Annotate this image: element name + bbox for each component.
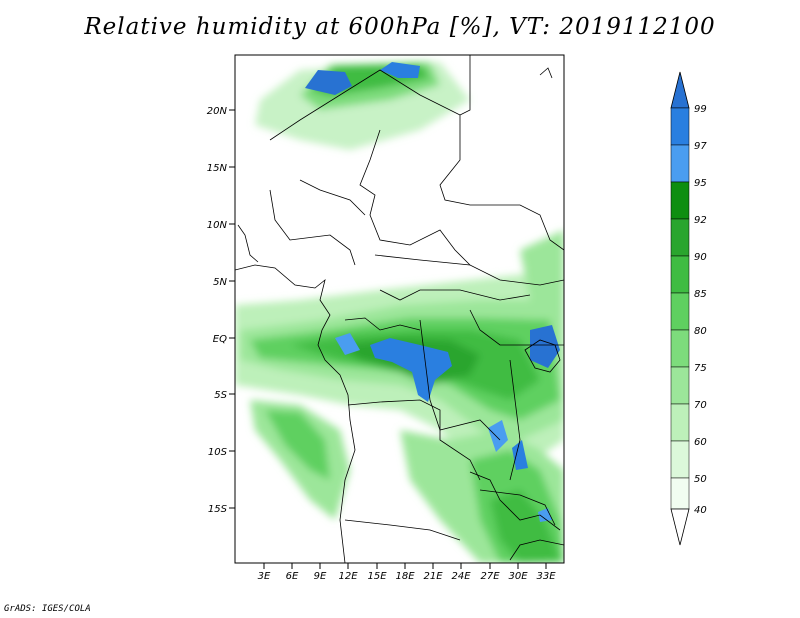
colorbar-segment <box>670 477 690 510</box>
colorbar-segment <box>670 366 690 405</box>
colorbar-label: 40 <box>694 505 707 516</box>
colorbar-segment <box>670 181 690 220</box>
lon-label: 27E <box>480 571 500 582</box>
colorbar-segment <box>670 218 690 257</box>
axis-ticks <box>229 109 547 569</box>
lon-label: 30E <box>508 571 528 582</box>
humidity-field <box>235 55 564 563</box>
colorbar-label: 75 <box>694 363 707 374</box>
lon-label: 21E <box>423 571 443 582</box>
lon-label: 3E <box>258 571 271 582</box>
map-title: Relative humidity at 600hPa [%], VT: 201… <box>84 14 716 40</box>
lon-label: 12E <box>338 571 358 582</box>
colorbar-label: 85 <box>694 289 707 300</box>
colorbar-segment <box>670 144 690 183</box>
boundaries <box>235 55 564 563</box>
latitude-labels: 20N 15N 10N 5N EQ 5S 10S 15S <box>207 106 228 515</box>
lat-label: 5S <box>214 390 227 401</box>
lon-label: 24E <box>451 571 471 582</box>
lon-label: 18E <box>395 571 415 582</box>
colorbar-label: 80 <box>694 326 707 337</box>
lat-label: 10S <box>208 447 228 458</box>
grads-credit: GrADS: IGES/COLA <box>4 604 91 614</box>
colorbar-segment <box>670 440 690 479</box>
lat-label: 5N <box>213 277 227 288</box>
map-frame <box>234 54 565 564</box>
colorbar-label: 97 <box>694 141 707 152</box>
lat-label: 15N <box>207 163 228 174</box>
colorbar-label: 92 <box>694 215 707 226</box>
lon-label: 33E <box>536 571 556 582</box>
colorbar: 99 97 95 92 90 85 80 75 70 60 50 40 <box>670 71 707 546</box>
colorbar-label: 95 <box>694 178 707 189</box>
lon-label: 9E <box>314 571 327 582</box>
colorbar-segment <box>670 255 690 294</box>
colorbar-label: 99 <box>694 104 707 115</box>
colorbar-label: 50 <box>694 474 707 485</box>
colorbar-segment <box>670 403 690 442</box>
longitude-labels: 3E 6E 9E 12E 15E 18E 21E 24E 27E 30E 33E <box>258 571 557 582</box>
colorbar-bottom-arrow <box>670 508 690 546</box>
lon-label: 15E <box>367 571 387 582</box>
lat-label: 15S <box>208 504 228 515</box>
colorbar-segment <box>670 292 690 331</box>
colorbar-label: 70 <box>694 400 707 411</box>
colorbar-label: 90 <box>694 252 707 263</box>
colorbar-label: 60 <box>694 437 707 448</box>
colorbar-labels: 99 97 95 92 90 85 80 75 70 60 50 40 <box>694 104 707 516</box>
lon-label: 6E <box>286 571 299 582</box>
lat-label: EQ <box>213 334 227 345</box>
colorbar-segment <box>670 107 690 146</box>
colorbar-segment <box>670 329 690 368</box>
colorbar-top-arrow <box>670 71 690 109</box>
lat-label: 10N <box>207 220 228 231</box>
lat-label: 20N <box>207 106 228 117</box>
